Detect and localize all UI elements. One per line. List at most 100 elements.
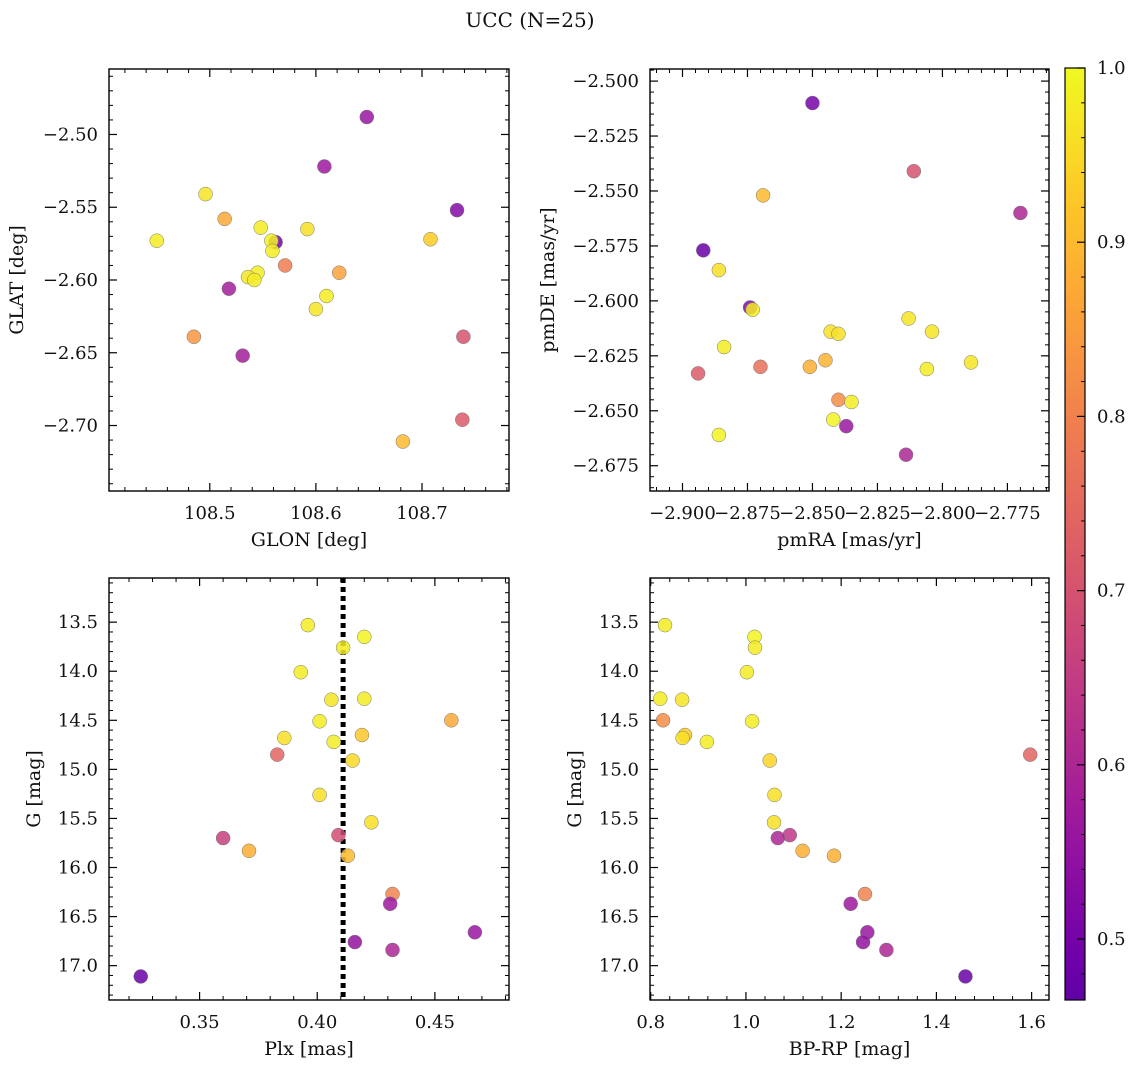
scatter-point [674,692,690,707]
y-tick-label: −2.550 [572,181,639,202]
scatter-point [839,418,854,434]
scatter-point [247,272,262,288]
scatter-point [739,664,755,680]
scatter-point [300,617,316,633]
x-tick-label: −2.850 [779,503,846,524]
scatter-point [345,753,360,768]
scatter-point [319,288,334,304]
x-axis-label: GLON [deg] [251,529,367,551]
scatter-point [359,109,375,125]
y-tick-label: 16.5 [58,907,98,928]
scatter-point [455,412,470,427]
scatter-point [1013,205,1028,221]
scatter-point [675,730,690,746]
scatter-point [652,691,668,706]
x-tick-label: −2.775 [974,503,1041,524]
y-tick-label: 17.0 [599,956,639,977]
x-axis-label: pmRA [mas/yr] [777,529,921,551]
scatter-point [133,969,149,984]
scatter-point [347,934,363,950]
x-tick-label: −2.875 [714,503,781,524]
y-tick-label: 16.0 [599,858,639,879]
y-tick-label: −2.675 [572,456,639,477]
scatter-point [755,188,771,203]
scatter-point [857,886,873,902]
scatter-point [711,427,727,443]
scatter-point [467,925,483,940]
scatter-point [699,734,715,750]
x-tick-label: 1.2 [827,1012,856,1033]
y-tick-label: 14.0 [599,661,639,682]
x-tick-label: 0.8 [636,1012,665,1033]
x-tick-label: 0.45 [415,1012,455,1033]
scatter-point [308,301,324,317]
scatter-point [906,163,922,179]
scatter-point [767,787,782,803]
panel-4: 0.8 1.0 1.2 1.4 1.6 13.5 14.0 14.5 15.0 15.5 16.0 1… [564,577,1050,1060]
x-tick-label: 1.0 [732,1012,761,1033]
scatter-point [198,186,213,202]
axes-frame [108,68,510,492]
colorbar: 0.5 0.6 0.7 0.8 0.9 1.0 [1064,58,1126,1001]
y-tick-label: 15.5 [58,808,98,829]
scatter-point [855,934,871,950]
x-tick-label: 0.35 [180,1012,220,1033]
axes-frame [108,577,510,1001]
scatter-points [149,109,471,449]
scatter-point [826,412,841,427]
x-axis-label: BP-RP [mag] [789,1038,911,1060]
x-tick-label: 1.4 [922,1012,951,1033]
x-tick-label: 1.6 [1017,1012,1046,1033]
scatter-point [826,848,842,863]
scatter-point [770,830,786,846]
y-tick-label: 17.0 [58,956,98,977]
scatter-point [802,359,818,375]
x-tick-label: 108.7 [396,503,448,524]
panel-2: −2.900−2.875−2.850−2.825−2.800−2.775 −2.5… [537,68,1050,551]
scatter-points [133,617,483,984]
scatter-point [186,329,202,345]
scatter-point [357,691,372,706]
panel-3: 0.35 0.40 0.45 13.5 14.0 14.5 15.0 15.5 16.0 16.5… [23,577,510,1060]
y-tick-label: 16.5 [599,907,639,928]
colorbar-tick-label: 0.6 [1097,755,1126,776]
scatter-point [269,747,285,762]
scatter-point [449,202,465,218]
scatter-point [149,233,164,248]
y-tick-label: 16.0 [58,858,98,879]
panels: 108.5 108.6 108.7 −2.50 −2.55 −2.60 −2.65 −2.70… [6,68,1050,1060]
scatter-point [782,827,797,843]
scatter-point [924,324,940,339]
scatter-point [235,348,250,363]
y-tick-label: −2.650 [572,401,639,422]
scatter-point [657,617,673,633]
y-tick-label: −2.65 [43,343,98,364]
scatter-point [385,942,400,958]
y-tick-label: 14.5 [599,710,639,731]
scatter-point [744,714,760,729]
colorbar-tick-label: 1.0 [1097,58,1126,79]
scatter-point [444,713,459,728]
scatter-point [958,969,973,984]
scatter-point [215,830,231,846]
x-tick-label: −2.900 [649,503,716,524]
scatter-point [312,787,327,803]
scatter-point [818,352,833,368]
y-tick-label: −2.55 [43,197,98,218]
y-axis-label: G [mag] [564,750,586,828]
scatter-point [331,265,347,280]
axes-frame [649,577,1050,1001]
scatter-point [340,848,356,863]
scatter-point [423,232,438,247]
scatter-point [331,827,346,843]
figure-title: UCC (N=25) [465,8,594,32]
x-tick-label: 108.5 [184,503,236,524]
y-tick-label: 15.5 [599,808,639,829]
colorbar-tick-label: 0.5 [1097,929,1126,950]
y-tick-label: −2.50 [43,124,98,145]
scatter-point [879,942,894,958]
scatter-point [265,243,280,259]
scatter-point [335,640,351,655]
